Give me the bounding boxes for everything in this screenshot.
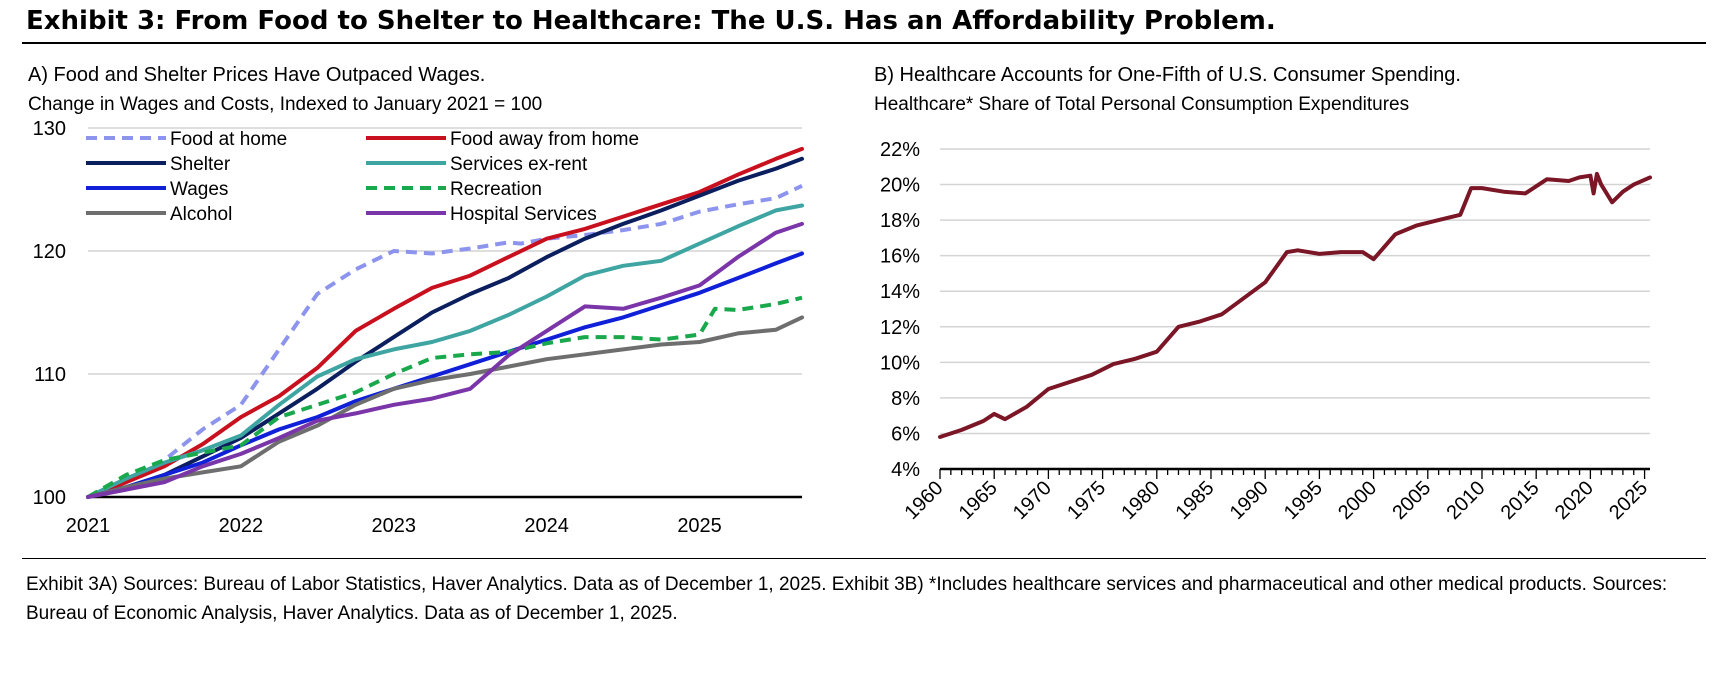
exhibit-title: Exhibit 3: From Food to Shelter to Healt… <box>26 6 1276 36</box>
chart-a-y-tick-label: 110 <box>34 364 66 386</box>
chart-b-x-tick-label: 2020 <box>1551 477 1598 524</box>
chart-a-legend-label: Services ex-rent <box>450 154 588 175</box>
panel-b-subtitle: Healthcare* Share of Total Personal Cons… <box>874 94 1410 115</box>
chart-b-x-tick-label: 1965 <box>955 477 1002 524</box>
chart-b-x-tick-label: 1985 <box>1172 477 1219 524</box>
chart-a-legend-label: Food away from home <box>450 129 639 150</box>
chart-a-series-line <box>87 183 803 499</box>
chart-b-x-tick-label: 1970 <box>1009 477 1056 524</box>
chart-b-series-line <box>938 171 1652 439</box>
chart-a-series-line <box>86 221 804 499</box>
chart-b-y-tick-label: 6% <box>891 423 920 445</box>
chart-b-y-tick-label: 14% <box>880 281 920 303</box>
footnote-rule <box>22 558 1706 559</box>
chart-b-x-tick-label: 2015 <box>1497 477 1544 524</box>
chart-a-series-line <box>86 251 804 499</box>
panel-b-title: B) Healthcare Accounts for One-Fifth of … <box>874 64 1461 86</box>
chart-a-x-tick-label: 2025 <box>677 515 722 537</box>
chart-a-legend-label: Hospital Services <box>450 204 597 225</box>
chart-a-x-tick-label: 2023 <box>372 515 417 537</box>
chart-b-y-tick-label: 22% <box>880 139 920 161</box>
chart-b-y-tick-label: 10% <box>880 352 920 374</box>
chart-b-y-tick-label: 20% <box>880 175 920 197</box>
chart-a-x-tick-label: 2022 <box>219 515 264 537</box>
chart-b-y-tick-label: 18% <box>880 210 920 232</box>
chart-b-x-tick-label: 2025 <box>1605 477 1652 524</box>
title-rule <box>22 42 1706 44</box>
chart-b-x-tick-label: 2010 <box>1442 477 1489 524</box>
chart-a-x-tick-label: 2024 <box>524 515 569 537</box>
chart-b-x-tick-label: 1995 <box>1280 477 1327 524</box>
chart-a-legend-label: Wages <box>170 179 228 200</box>
chart-b-y-tick-label: 4% <box>891 459 920 481</box>
chart-b-y-tick-label: 16% <box>880 246 920 268</box>
panel-a-subtitle: Change in Wages and Costs, Indexed to Ja… <box>28 94 543 115</box>
chart-b-x-tick-label: 2000 <box>1334 477 1381 524</box>
chart-b-x-tick-label: 1990 <box>1226 477 1273 524</box>
chart-a-y-tick-label: 100 <box>33 487 66 509</box>
chart-a-series-line <box>86 203 804 499</box>
chart-a-legend-label: Shelter <box>170 154 231 175</box>
chart-b-x-tick-label: 1980 <box>1117 477 1164 524</box>
chart-a-series-line <box>86 315 804 499</box>
chart-a-y-tick-label: 120 <box>33 241 66 263</box>
chart-a-legend-label: Recreation <box>450 179 542 200</box>
chart-a-series-line <box>86 146 804 499</box>
footnote: Exhibit 3A) Sources: Bureau of Labor Sta… <box>26 574 1668 624</box>
chart-b-y-tick-label: 8% <box>891 388 920 410</box>
chart-b-y-tick-label: 12% <box>880 317 920 339</box>
chart-a-x-tick-label: 2021 <box>66 515 111 537</box>
chart-a-legend-label: Alcohol <box>170 204 232 225</box>
chart-b-x-tick-label: 2005 <box>1388 477 1435 524</box>
chart-a-legend-label: Food at home <box>170 129 287 150</box>
chart-a-y-tick-label: 130 <box>33 118 66 140</box>
chart-b-x-tick-label: 1960 <box>901 477 948 524</box>
panel-a-title: A) Food and Shelter Prices Have Outpaced… <box>28 64 486 86</box>
chart-b-x-tick-label: 1975 <box>1063 477 1110 524</box>
